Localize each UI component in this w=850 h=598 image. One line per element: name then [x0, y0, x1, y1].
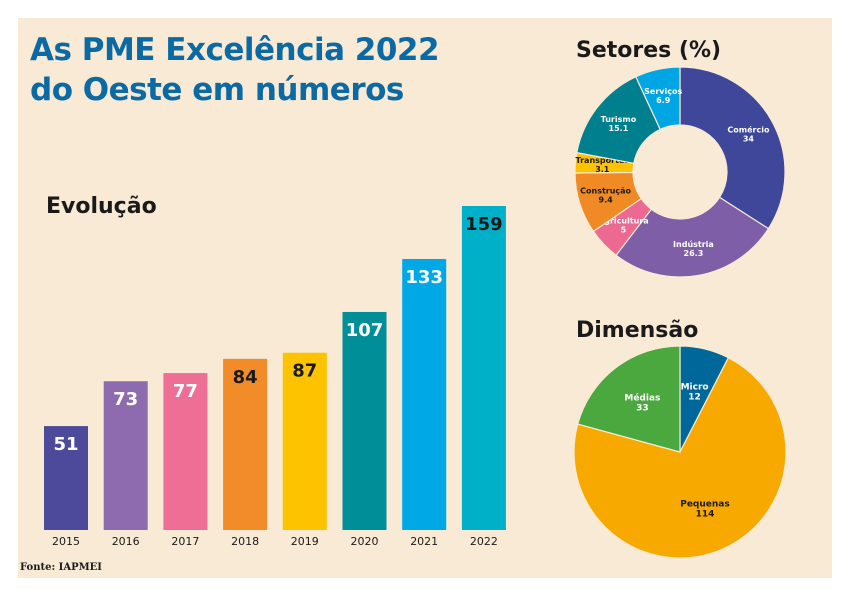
x-tick-label: 2020 [351, 535, 379, 548]
bar-2021 [402, 258, 447, 530]
x-tick-label: 2017 [171, 535, 199, 548]
slice-label: Médias [624, 393, 660, 404]
bar-2016 [103, 381, 148, 530]
bar-value-label: 87 [292, 361, 317, 382]
bar-2020 [342, 311, 387, 530]
x-tick-label: 2021 [410, 535, 438, 548]
slice-value: 12 [688, 393, 701, 403]
bar-2018 [223, 358, 268, 530]
x-tick-label: 2016 [112, 535, 140, 548]
slice-label: Transportes [576, 156, 630, 165]
slice-label: Pequenas [680, 500, 730, 510]
title-line-2: do Oeste em números [30, 72, 404, 108]
slice-label: Construção [580, 186, 631, 195]
slice-Serviços [635, 66, 681, 131]
bar-value-label: 133 [405, 267, 443, 288]
slice-value: 3.1 [595, 165, 610, 174]
x-tick-label: 2018 [231, 535, 259, 548]
slice-label: Indústria [673, 240, 714, 249]
pie-chart-title: Dimensão [576, 318, 699, 343]
slice-value: 26.3 [684, 249, 704, 258]
slice-value: 34 [743, 135, 755, 144]
bar-chart-title: Evolução [46, 194, 157, 219]
slice-label: Turismo [601, 115, 637, 124]
x-tick-label: 2015 [52, 535, 80, 548]
donut-chart-title: Setores (%) [576, 38, 722, 63]
slice-label: Serviços [644, 87, 682, 96]
bar-value-label: 51 [53, 434, 78, 455]
slice-value: 6.9 [656, 96, 671, 105]
bar-value-label: 73 [113, 389, 138, 410]
bar-2015 [44, 426, 88, 530]
slice-value: 33 [636, 404, 649, 414]
slice-label: Micro [681, 383, 709, 393]
bar-2017 [163, 373, 208, 530]
slice-Comércio [679, 66, 786, 230]
bar-2019 [282, 352, 327, 530]
bar-value-label: 107 [346, 320, 384, 341]
page-title: As PME Excelência 2022 do Oeste em númer… [30, 30, 440, 110]
slice-value: 15.1 [609, 124, 629, 133]
bar-value-label: 159 [465, 214, 503, 235]
title-line-1: As PME Excelência 2022 [30, 32, 440, 68]
slice-Médias [577, 345, 681, 453]
slice-label: Comércio [727, 125, 770, 135]
x-tick-label: 2022 [470, 535, 498, 548]
slice-value: 5 [621, 226, 627, 235]
slice-Pequenas [573, 356, 787, 559]
bar-value-label: 77 [173, 381, 198, 402]
slice-value: 114 [696, 510, 715, 520]
slice-value: 9.4 [599, 195, 614, 204]
source-note: Fonte: IAPMEI [20, 562, 102, 573]
slice-label: Agricultura [598, 217, 649, 226]
bar-2022 [461, 206, 506, 530]
x-tick-label: 2019 [291, 535, 319, 548]
bar-value-label: 84 [233, 367, 258, 388]
slice-Indústria [615, 196, 770, 278]
